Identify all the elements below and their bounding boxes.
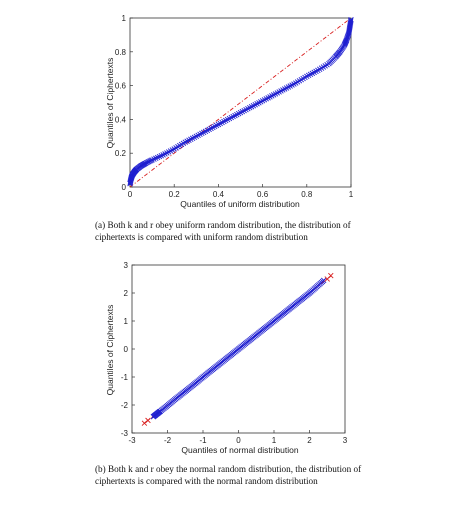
data-point bbox=[145, 417, 151, 424]
data-point bbox=[320, 277, 327, 284]
chart-a-x-axis-label: Quantiles of uniform distribution bbox=[180, 199, 300, 209]
y-tick-label: -1 bbox=[121, 373, 129, 382]
y-tick-label: 0.2 bbox=[115, 149, 127, 158]
chart-b-caption-line-1: (b) Both k and r obey the normal random … bbox=[95, 464, 362, 474]
x-tick-label: 0.8 bbox=[301, 190, 313, 199]
y-tick-label: 0 bbox=[122, 183, 127, 192]
x-tick-label: 3 bbox=[343, 436, 348, 445]
y-tick-label: 1 bbox=[122, 14, 127, 23]
data-point bbox=[348, 18, 354, 24]
chart-b: -3 -2 -1 0 1 2 3 -3 -2 -1 0 1 2 3 Quantiles of norma… bbox=[95, 261, 362, 486]
x-tick-label: 0.4 bbox=[213, 190, 225, 199]
chart-b-y-tick-labels: -3 -2 -1 0 1 2 3 bbox=[121, 261, 129, 438]
data-point bbox=[348, 16, 354, 23]
data-point bbox=[328, 272, 334, 279]
x-tick-label: 0 bbox=[236, 436, 241, 445]
x-tick-label: -3 bbox=[128, 436, 136, 445]
chart-a-caption-line-2: ciphertexts is compared with uniform ran… bbox=[95, 232, 308, 242]
y-tick-label: 1 bbox=[124, 317, 129, 326]
chart-b-x-tick-labels: -3 -2 -1 0 1 2 3 bbox=[128, 436, 347, 445]
y-tick-label: -2 bbox=[121, 401, 129, 410]
chart-a-caption-line-1: (a) Both k and r obey uniform random dis… bbox=[95, 220, 352, 230]
x-tick-label: 1 bbox=[272, 436, 277, 445]
x-tick-label: 0 bbox=[128, 190, 133, 199]
chart-a-points bbox=[127, 16, 354, 187]
chart-b-ticks bbox=[131, 264, 346, 434]
chart-a: 0 0.2 0.4 0.6 0.8 1 0 0.2 0.4 0.6 0.8 1 Quantiles … bbox=[95, 14, 354, 242]
chart-b-points bbox=[141, 272, 334, 426]
x-tick-label: 2 bbox=[307, 436, 312, 445]
chart-a-y-tick-labels: 0 0.2 0.4 0.6 0.8 1 bbox=[115, 14, 127, 192]
x-tick-label: 1 bbox=[349, 190, 354, 199]
x-tick-label: 0.2 bbox=[169, 190, 181, 199]
data-point bbox=[141, 420, 148, 426]
y-tick-label: 3 bbox=[124, 261, 129, 270]
x-tick-label: -1 bbox=[199, 436, 207, 445]
chart-b-y-axis-label: Quantiles of Ciphertexts bbox=[105, 305, 115, 396]
chart-a-axes-box bbox=[129, 17, 352, 188]
y-tick-label: 0.8 bbox=[115, 48, 127, 57]
chart-a-y-axis-label: Quantiles of Ciphertexts bbox=[105, 58, 115, 149]
y-tick-label: 0.4 bbox=[115, 115, 127, 124]
y-tick-label: 0.6 bbox=[115, 82, 127, 91]
chart-b-caption-line-2: ciphertexts is compared with the normal … bbox=[95, 476, 318, 486]
y-tick-label: -3 bbox=[121, 429, 129, 438]
y-tick-label: 0 bbox=[124, 345, 129, 354]
y-tick-label: 2 bbox=[124, 289, 129, 298]
chart-a-ticks bbox=[129, 17, 352, 188]
chart-a-reference-line bbox=[129, 17, 352, 188]
chart-a-x-tick-labels: 0 0.2 0.4 0.6 0.8 1 bbox=[128, 190, 354, 199]
x-tick-label: -2 bbox=[164, 436, 172, 445]
chart-b-x-axis-label: Quantiles of normal distribution bbox=[181, 445, 298, 455]
reference-line bbox=[129, 17, 352, 188]
x-tick-label: 0.6 bbox=[257, 190, 269, 199]
